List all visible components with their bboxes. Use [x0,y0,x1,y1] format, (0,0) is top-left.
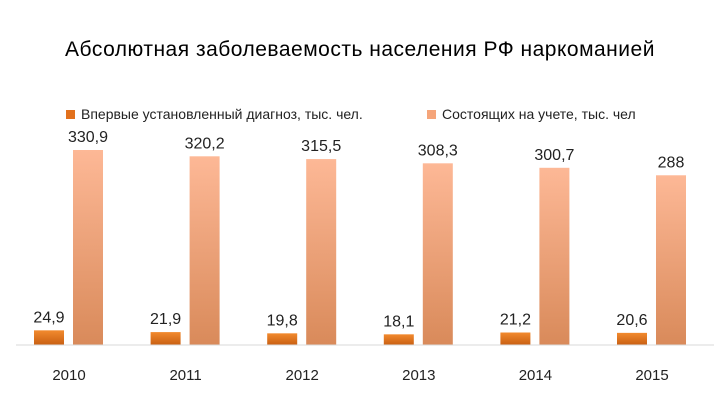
legend-swatch-1 [427,110,436,119]
legend-swatch-0 [66,110,75,119]
legend-label-1: Состоящих на учете, тыс. чел [442,106,636,122]
data-label-first-diagnosis-2011: 21,9 [150,311,181,328]
bar-registered-2013 [422,163,453,345]
data-label-registered-2010: 330,9 [68,129,108,146]
bar-registered-2014 [539,167,570,345]
bar-first-diagnosis-2010 [34,330,64,345]
legend: Впервые установленный диагноз, тыс. чел.… [66,106,636,122]
x-tick-2014: 2014 [519,367,552,384]
bar-first-diagnosis-2012 [267,333,298,345]
data-label-registered-2015: 288 [658,154,685,171]
bar-first-diagnosis-2011 [150,332,181,345]
bar-registered-2010 [73,150,103,345]
x-tick-2013: 2013 [402,367,435,384]
bar-first-diagnosis-2015 [617,332,647,345]
bar-registered-2011 [189,156,220,345]
x-tick-2012: 2012 [286,367,319,384]
data-label-first-diagnosis-2010: 24,9 [33,309,64,326]
data-label-first-diagnosis-2013: 18,1 [383,313,414,330]
data-label-registered-2014: 300,7 [534,147,574,164]
data-label-registered-2011: 320,2 [185,135,225,152]
data-label-registered-2013: 308,3 [418,142,458,159]
bar-first-diagnosis-2014 [500,332,531,345]
x-tick-2010: 2010 [52,367,85,384]
x-tick-2015: 2015 [635,367,668,384]
chart-title: Абсолютная заболеваемость населения РФ н… [65,38,655,61]
data-label-first-diagnosis-2014: 21,2 [500,312,531,329]
x-axis-ticks: 2010 2011 2012 2013 2014 2015 [52,367,668,384]
data-label-registered-2012: 315,5 [301,138,341,155]
legend-label-0: Впервые установленный диагноз, тыс. чел. [81,106,363,122]
bars-group: 24,9 330,9 21,9 320,2 19,8 315,5 18,1 308,3 21,2… [33,129,686,345]
bar-first-diagnosis-2013 [383,334,414,345]
data-label-first-diagnosis-2012: 19,8 [267,312,298,329]
bar-registered-2012 [306,159,337,345]
bar-registered-2015 [656,175,686,345]
x-tick-2011: 2011 [169,367,201,384]
data-label-first-diagnosis-2015: 20,6 [616,312,647,329]
